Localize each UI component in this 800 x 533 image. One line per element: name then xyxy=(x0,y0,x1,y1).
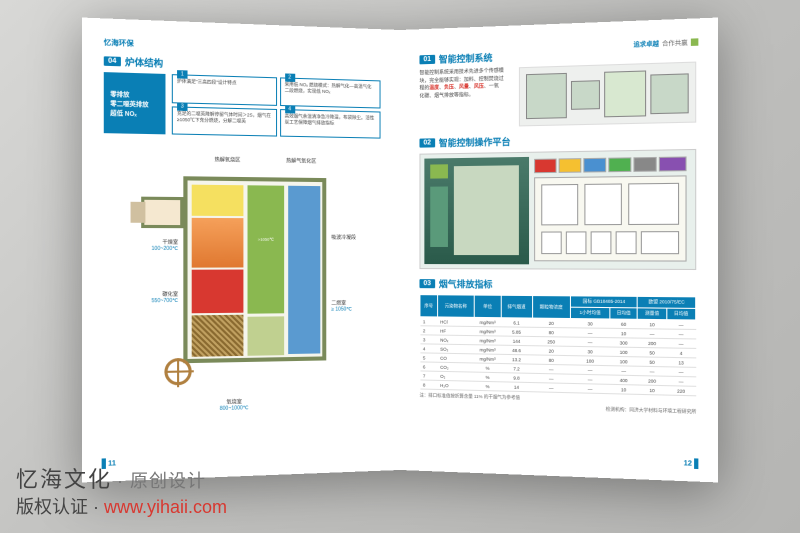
platform-image xyxy=(419,149,696,270)
watermark-prefix: 版权认证 · xyxy=(16,497,104,517)
info-box-4: 4 高效烟气余温清净急冷降温，布袋除尘。活性炭工艺保障烟气排放指标 xyxy=(280,109,381,139)
watermark-sub: · 原创设计 xyxy=(117,471,206,491)
grate xyxy=(192,315,244,357)
info-box-3: 3 充足的二噁英降解停留气体时间＞2S，烟气在≥1050℃下充分燃烧，分解二噁英 xyxy=(172,106,277,137)
corner-square-icon xyxy=(691,38,699,46)
watermark-url: www.yihaii.com xyxy=(104,497,227,517)
control-row: 智能控制系统采用技术先进多个传感模块，完全能够实现：加料、控制焚烧过程的温度、负… xyxy=(419,62,696,129)
label-top: 热解氧烧区 xyxy=(215,156,241,164)
label-left1: 干燥室100~200℃ xyxy=(120,238,178,252)
brochure-mockup: 忆海环保 04 炉体结构 零排放 零二噁英排放 超低 NOₓ 1 炉体满足"三高… xyxy=(90,30,710,470)
brand-logo: 忆海环保 xyxy=(104,37,381,57)
inlet-box xyxy=(141,197,183,229)
section-platform-title: 02 智能控制操作平台 xyxy=(419,131,696,150)
watermark-title: 忆海文化 xyxy=(16,467,112,492)
label-right2: 二燃室≥ 1050℃ xyxy=(331,299,352,312)
second-chamber: >1050℃ xyxy=(248,185,285,313)
watermark: 忆海文化 · 原创设计 版权认证 · www.yihaii.com xyxy=(16,465,227,519)
section-title-text: 炉体结构 xyxy=(125,55,163,70)
control-system-image xyxy=(519,62,696,127)
carbon-chamber xyxy=(192,218,244,268)
label-left2: 碳化室550~700℃ xyxy=(120,291,178,305)
emission-table: 序号 污染物名称 单位 排气烟道 颗粒物浓度 国标 GB18485-2014 欧… xyxy=(419,294,696,396)
dry-chamber xyxy=(192,185,244,216)
label-right1: 吸波冷凝段 xyxy=(331,234,356,241)
info-box-1: 1 炉体满足"三高四段"设计特点 xyxy=(172,74,277,105)
burn-chamber xyxy=(192,270,244,314)
section-num: 04 xyxy=(104,56,121,66)
highlight-box: 零排放 零二噁英排放 超低 NOₓ xyxy=(104,72,166,134)
furnace-body: >1050℃ xyxy=(183,176,326,363)
gauge-wheel xyxy=(164,358,191,386)
platform-right-panel xyxy=(532,154,691,264)
platform-left-panel xyxy=(424,157,529,264)
label-top-right: 热解气氧化区 xyxy=(286,157,316,165)
cooling-chamber xyxy=(288,186,320,354)
table-header: 序号 污染物名称 单位 排气烟道 颗粒物浓度 国标 GB18485-2014 欧… xyxy=(420,295,696,320)
left-page: 忆海环保 04 炉体结构 零排放 零二噁英排放 超低 NOₓ 1 炉体满足"三高… xyxy=(82,18,400,483)
page-number-right: 12 xyxy=(684,458,699,469)
hopper xyxy=(131,202,146,223)
info-box-2: 2 采用低 NOₓ 燃烧模式：热解气化—高温气化二段燃烧，实现低 NOₓ xyxy=(280,77,381,108)
control-description: 智能控制系统采用技术先进多个传感模块，完全能够实现：加料、控制焚烧过程的温度、负… xyxy=(419,68,503,101)
furnace-diagram: >1050℃ 热解氧烧区 热解气氧化区 干燥室100~200℃ 碳化室550~7… xyxy=(120,144,366,417)
label-bottom: 氧烧室800~1000℃ xyxy=(220,398,249,412)
table-body: 1HClmg/Nm³6.120306010—2HFmg/Nm³5.8580—10… xyxy=(420,317,696,396)
info-boxes: 1 炉体满足"三高四段"设计特点 2 采用低 NOₓ 燃烧模式：热解气化—高温气… xyxy=(172,74,381,138)
right-page: 追求卓越 合作共赢 01 智能控制系统 智能控制系统采用技术先进多个传感模块，完… xyxy=(400,18,718,483)
furnace-top-row: 零排放 零二噁英排放 超低 NOₓ 1 炉体满足"三高四段"设计特点 2 采用低… xyxy=(104,72,381,139)
section-emission-title: 03 烟气排放指标 xyxy=(419,277,696,292)
bottom-green xyxy=(248,316,285,355)
